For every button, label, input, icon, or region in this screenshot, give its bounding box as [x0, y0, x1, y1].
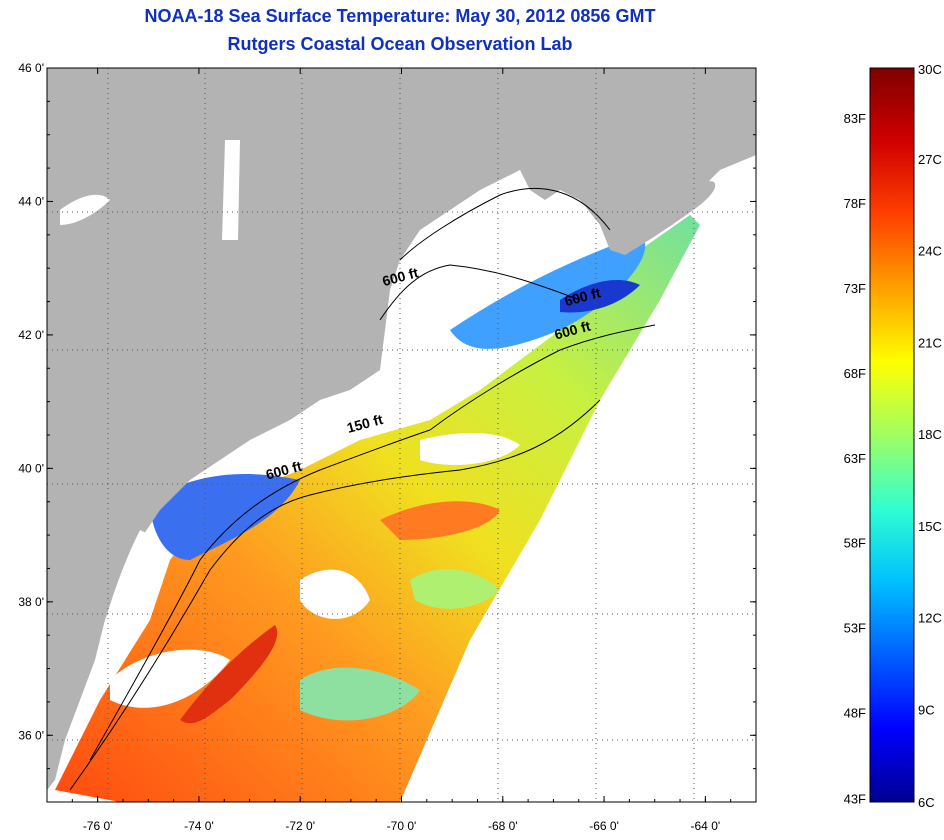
colorbar-celsius-label: 30C: [918, 62, 942, 77]
colorbar-celsius-label: 24C: [918, 244, 942, 259]
land-mass: [47, 68, 756, 790]
cloud-gap: [300, 569, 370, 619]
lake: [60, 194, 110, 225]
colorbar-fahrenheit-label: 68F: [844, 366, 866, 381]
cloud-gap: [420, 433, 520, 465]
cloud-gap: [110, 649, 230, 708]
grid-lines: [47, 68, 756, 802]
colorbar-celsius-label: 27C: [918, 152, 942, 167]
colorbar-celsius-label: 18C: [918, 427, 942, 442]
lon-tick-label: -70 0': [387, 819, 417, 833]
lon-tick-label: -64 0': [691, 819, 721, 833]
map-title: NOAA-18 Sea Surface Temperature: May 30,…: [144, 6, 656, 26]
colorbar-fahrenheit-label: 73F: [844, 281, 866, 296]
colorbar-gradient: [869, 67, 915, 803]
lon-tick-label: -68 0': [488, 819, 518, 833]
colorbar-fahrenheit-label: 83F: [844, 111, 866, 126]
isobath-150ft: [89, 429, 431, 761]
colorbar-celsius-label: 6C: [918, 795, 935, 810]
colorbar-fahrenheit-label: 58F: [844, 536, 866, 551]
lon-tick-label: -72 0': [285, 819, 315, 833]
land-peninsula: [610, 181, 716, 255]
lon-tick-label: -74 0': [184, 819, 214, 833]
isobath-600ft: [429, 324, 656, 431]
colorbar-celsius-label: 12C: [918, 611, 942, 626]
colorbar-celsius-label: 15C: [918, 519, 942, 534]
lon-tick-label: -66 0': [589, 819, 619, 833]
warm-patch: [380, 501, 500, 540]
lat-tick-label: 44 0': [18, 194, 44, 208]
colorbar-celsius-label: 9C: [918, 702, 935, 717]
cold-shelf-water: [560, 280, 640, 313]
lat-tick-label: 38 0': [18, 595, 44, 609]
colorbar-fahrenheit-label: 43F: [844, 792, 866, 807]
isobath-600ft: [69, 399, 601, 791]
cool-patch: [410, 569, 500, 609]
cool-patch: [300, 667, 420, 721]
colorbar-fahrenheit-label: 53F: [844, 621, 866, 636]
lat-tick-label: 42 0': [18, 328, 44, 342]
lat-tick-label: 40 0': [18, 461, 44, 475]
colorbar-fahrenheit-label: 63F: [844, 451, 866, 466]
lon-tick-label: -76 0': [83, 819, 113, 833]
coastline: [399, 188, 611, 261]
colorbar-fahrenheit-label: 48F: [844, 706, 866, 721]
map-subtitle: Rutgers Coastal Ocean Observation Lab: [227, 34, 573, 54]
lat-tick-label: 46 0': [18, 61, 44, 75]
lat-tick-label: 36 0': [18, 728, 44, 742]
warm-core-eddy: [180, 625, 278, 724]
bay: [100, 530, 150, 650]
colorbar-fahrenheit-label: 78F: [844, 196, 866, 211]
cold-shelf-water: [150, 474, 300, 560]
lake: [222, 140, 240, 240]
colorbar-celsius-label: 21C: [918, 335, 942, 350]
